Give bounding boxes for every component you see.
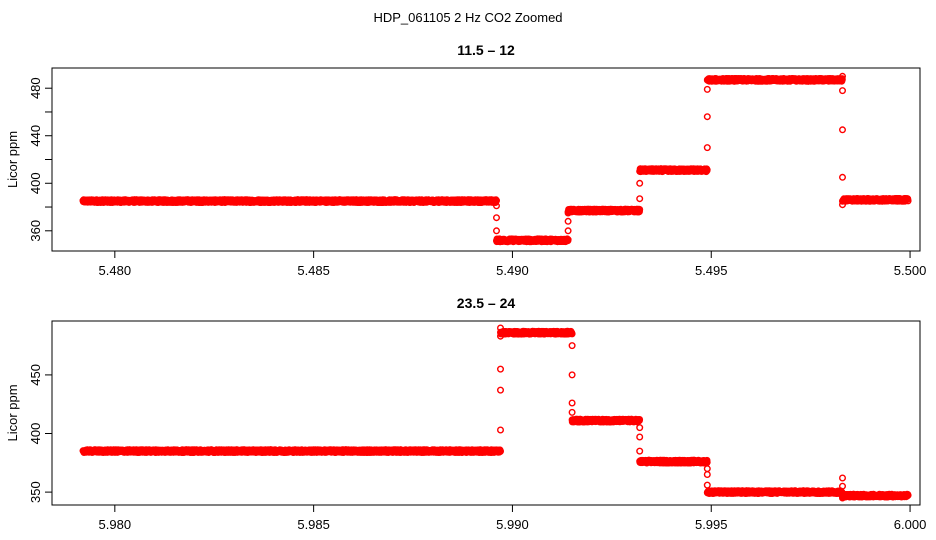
data-point (839, 173, 847, 181)
panel-bottom: 23.5 – 24 5.980 5.985 5.990 5.995 6.00035040… (5, 295, 926, 532)
y-tick-label: 480 (28, 77, 43, 99)
data-point (493, 214, 501, 222)
x-tick-label: 5.490 (496, 263, 529, 278)
data-points (79, 72, 912, 246)
x-tick-label: 5.480 (99, 263, 132, 278)
panel-title: 23.5 – 24 (457, 295, 516, 311)
data-point (493, 227, 501, 235)
panel-title: 11.5 – 12 (457, 42, 515, 58)
x-axis: 5.480 5.485 5.490 5.495 5.500 (99, 250, 927, 278)
data-point (636, 179, 644, 187)
data-point (839, 87, 847, 95)
plot-frame (51, 67, 921, 252)
x-tick-label: 5.500 (894, 263, 927, 278)
main-title: HDP_061105 2 Hz CO2 Zoomed (373, 10, 562, 25)
y-tick-label: 400 (28, 172, 43, 194)
panel-top: 11.5 – 12 5.480 5.485 5.490 5.495 5.500 360 40… (5, 42, 926, 278)
y-tick-label: 440 (28, 125, 43, 147)
data-point (703, 113, 711, 121)
data-point (839, 126, 847, 134)
data-point (564, 227, 572, 235)
data-points (79, 324, 912, 502)
y-tick-label: 360 (28, 220, 43, 242)
x-tick-label: 5.495 (695, 263, 728, 278)
data-point (703, 85, 711, 93)
data-point (636, 195, 644, 203)
data-point (564, 217, 572, 225)
y-axis-label: Licor ppm (5, 131, 20, 188)
y-axis: 360 400 440 480 (28, 77, 53, 242)
x-tick-label: 5.485 (297, 263, 330, 278)
data-point (703, 144, 711, 152)
